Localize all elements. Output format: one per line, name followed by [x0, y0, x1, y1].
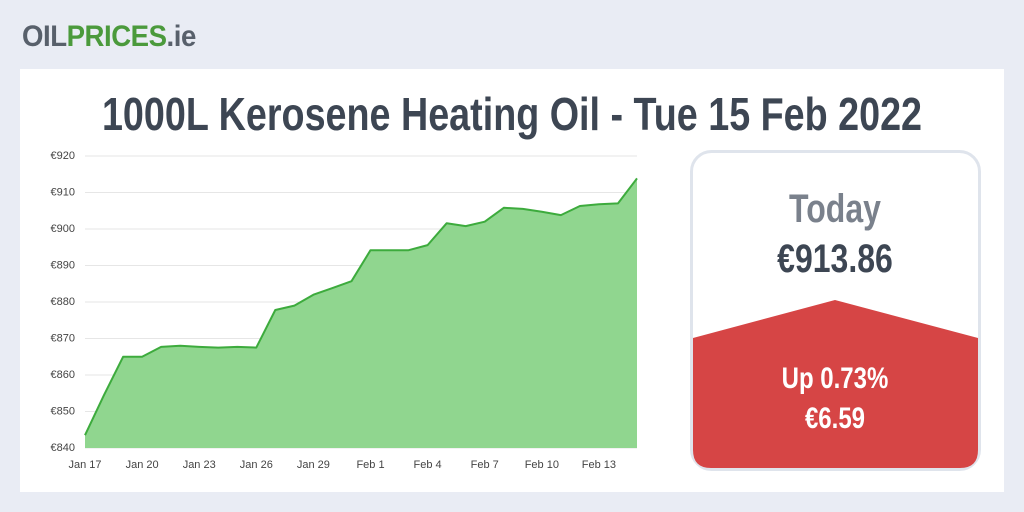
x-tick-label: Feb 13 [582, 459, 616, 471]
logo: OILPRICES.ie [22, 20, 196, 53]
change-percent: Up 0.73% [782, 360, 889, 394]
y-tick-label: €900 [51, 223, 75, 235]
x-tick-label: Jan 26 [240, 459, 273, 471]
chart-title: 1000L Kerosene Heating Oil - Tue 15 Feb … [102, 88, 922, 139]
y-tick-label: €920 [51, 150, 75, 162]
x-tick-label: Feb 4 [414, 459, 442, 471]
logo-part: OIL [22, 20, 67, 53]
x-tick-label: Feb 7 [471, 459, 499, 471]
x-tick-label: Jan 17 [68, 459, 101, 471]
y-tick-label: €880 [51, 296, 75, 308]
x-tick-label: Feb 1 [356, 459, 384, 471]
today-label: Today [789, 186, 881, 231]
x-tick-label: Feb 10 [525, 459, 559, 471]
line [84, 177, 638, 436]
logo-part: PRICES [67, 20, 167, 53]
x-tick-label: Jan 20 [126, 459, 159, 471]
x-tick-label: Jan 23 [183, 459, 216, 471]
today-price: €913.86 [777, 236, 893, 281]
y-tick-label: €910 [51, 186, 75, 198]
change-amount: €6.59 [805, 400, 865, 434]
x-tick-label: Jan 29 [297, 459, 330, 471]
y-tick-label: €890 [51, 259, 75, 271]
y-tick-label: €850 [51, 405, 75, 417]
y-tick-label: €840 [51, 442, 75, 454]
area [85, 178, 637, 448]
change-panel [693, 300, 978, 468]
plot: €840 €850 €860 €870 €880 €890 €900 €910 €920 Jan … [51, 150, 638, 471]
logo-part: .ie [167, 20, 197, 53]
y-tick-label: €860 [51, 369, 75, 381]
y-tick-label: €870 [51, 332, 75, 344]
